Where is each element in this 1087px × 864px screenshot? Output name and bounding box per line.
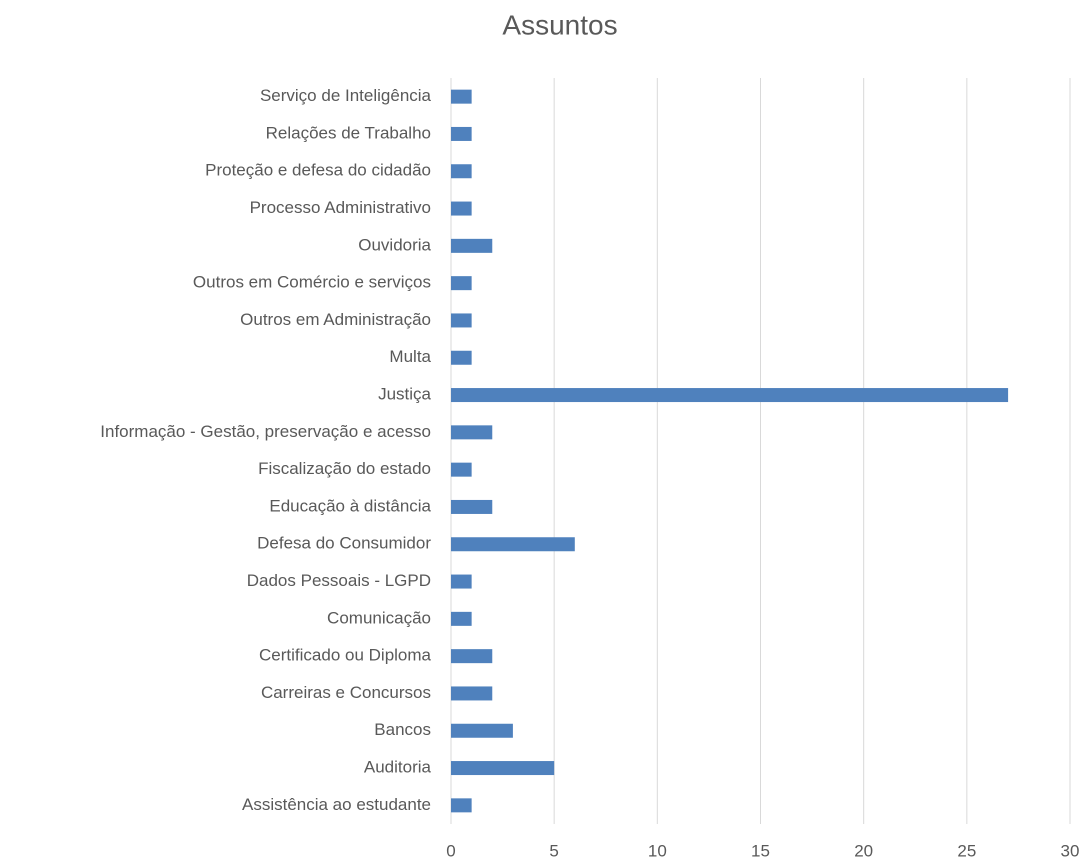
bar	[451, 164, 472, 179]
bar	[451, 611, 472, 626]
y-tick-label: Justiça	[378, 385, 431, 404]
bar	[451, 388, 1009, 403]
bar	[451, 761, 555, 776]
y-tick-label: Multa	[389, 347, 431, 366]
bar	[451, 462, 472, 477]
bar	[451, 126, 472, 141]
y-tick-label: Serviço de Inteligência	[260, 86, 432, 105]
x-tick-label: 15	[751, 841, 770, 860]
bar	[451, 537, 575, 552]
y-tick-label: Educação à distância	[269, 496, 431, 515]
bar	[451, 350, 472, 365]
bar	[451, 276, 472, 291]
x-tick-label: 5	[549, 841, 558, 860]
y-tick-label: Certificado ou Diploma	[259, 646, 432, 665]
bar	[451, 425, 493, 440]
y-tick-label: Fiscalização do estado	[258, 459, 431, 478]
x-tick-label: 10	[648, 841, 667, 860]
bar	[451, 686, 493, 701]
bar	[451, 238, 493, 253]
y-tick-label: Ouvidoria	[358, 235, 431, 254]
bar	[451, 89, 472, 104]
x-tick-label: 0	[446, 841, 455, 860]
y-tick-label: Informação - Gestão, preservação e acess…	[100, 422, 431, 441]
y-tick-label: Comunicação	[327, 608, 431, 627]
y-tick-label: Bancos	[374, 720, 431, 739]
y-tick-label: Carreiras e Concursos	[261, 683, 431, 702]
y-tick-label: Auditoria	[364, 758, 432, 777]
x-tick-label: 20	[854, 841, 873, 860]
y-tick-label: Relações de Trabalho	[266, 123, 431, 142]
y-tick-label: Defesa do Consumidor	[257, 534, 431, 553]
y-tick-label: Assistência ao estudante	[242, 795, 431, 814]
chart-title: Assuntos	[502, 9, 617, 40]
x-tick-label: 25	[957, 841, 976, 860]
y-tick-label: Outros em Administração	[240, 310, 431, 329]
bar	[451, 313, 472, 328]
y-tick-label: Dados Pessoais - LGPD	[247, 571, 431, 590]
bar	[451, 723, 513, 738]
y-tick-label: Outros em Comércio e serviços	[193, 273, 431, 292]
y-tick-label: Processo Administrativo	[250, 198, 431, 217]
bar	[451, 499, 493, 514]
bar	[451, 201, 472, 216]
bar	[451, 649, 493, 664]
x-tick-label: 30	[1061, 841, 1080, 860]
bar	[451, 798, 472, 813]
bar	[451, 574, 472, 589]
y-tick-label: Proteção e defesa do cidadão	[205, 161, 431, 180]
